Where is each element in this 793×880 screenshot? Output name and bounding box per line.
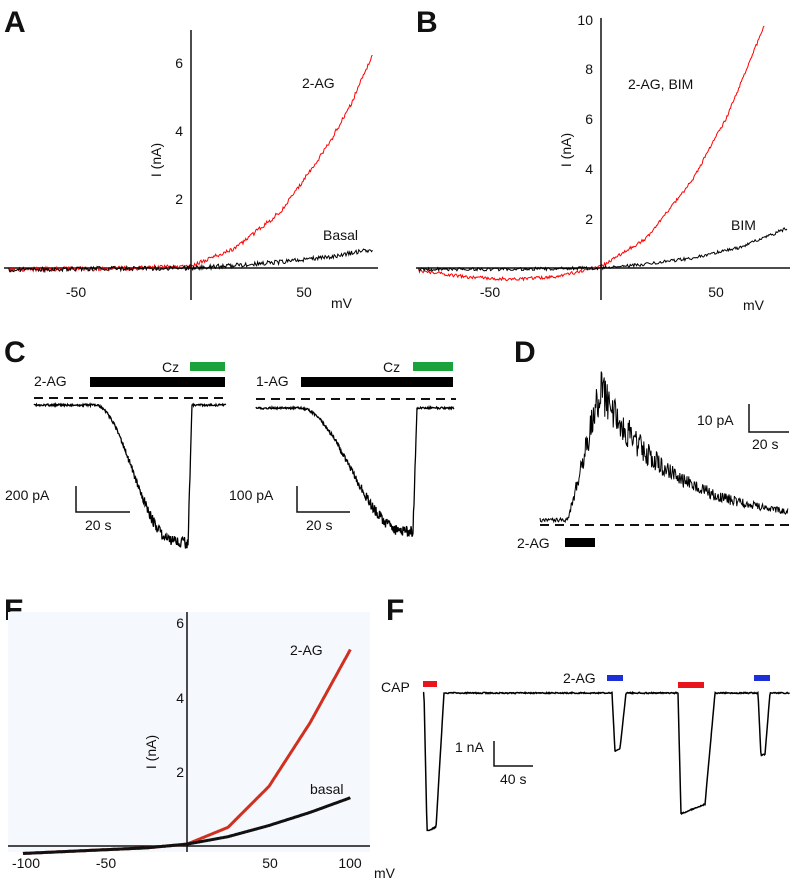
panel-f-cap-label: CAP [381,679,410,695]
panel-f-trace [422,690,790,832]
panel-f-application-bar [607,675,623,681]
panel-a-ytick-label: 4 [175,123,183,139]
panel-d-trace [539,371,789,524]
panel-letter-c: C [4,336,26,369]
panel-b-ytick-label: 6 [585,111,593,127]
panel-letter-f: F [386,594,404,627]
panel-e-series-label-basal: basal [310,781,343,797]
panel-c-cz-label: Cz [383,359,400,375]
panel-b-ytick-label: 4 [585,161,593,177]
panel-f-scale-y: 1 nA [455,739,484,755]
panel-d-scale-y: 10 pA [697,412,734,428]
panel-b-ytick-label: 2 [585,211,593,227]
panel-a-xtick-label: -50 [66,284,86,300]
panel-b-y-label: I (nA) [558,133,574,167]
panel-e-x-label: mV [374,865,396,880]
panel-f-current-trace: CAP 2-AG 1 nA 40 s [381,670,790,832]
panel-d-scale-x: 20 s [752,436,778,452]
panel-e-xtick-label: -50 [96,855,116,871]
panel-b-ytick-label: 8 [585,61,593,77]
panel-d-drug-bar [565,538,595,547]
panel-c-scale-bar [296,486,350,513]
panel-f-application-bar [678,682,704,688]
panel-b-series-label-2ag-bim: 2-AG, BIM [628,76,693,92]
panel-letter-a: A [4,6,26,39]
panel-b-xtick-label: -50 [480,284,500,300]
panel-c-current-traces: 2-AG Cz 1-AG Cz 200 pA 20 s 100 pA 20 s [5,359,456,549]
panel-e-ytick-label: 4 [176,690,184,706]
panel-b-iv-plot: -50 50 2 4 6 8 10 mV I (nA) 2-AG, BIM BI… [416,12,790,313]
panel-e-ytick-label: 2 [176,764,184,780]
panel-c-scale-x: 20 s [85,517,111,533]
panel-c-scale-x: 20 s [306,517,332,533]
panel-a-series-label-2ag: 2-AG [302,75,335,91]
panel-d-current-trace: 2-AG 10 pA 20 s [517,371,790,551]
panel-c-scale-y: 100 pA [229,487,274,503]
panel-b-series-2-ag-bim [418,25,765,282]
panel-f-scale-bar [493,741,533,767]
panel-a-x-label: mV [331,295,353,311]
panel-f-2ag-label: 2-AG [563,670,596,686]
panel-c-scale-bar [75,486,130,513]
panel-b-x-label: mV [743,297,765,313]
panel-c-scale-y: 200 pA [5,487,50,503]
panel-e-series-label-2ag: 2-AG [290,642,323,658]
panel-letter-d: D [514,336,536,369]
panel-f-scale-x: 40 s [500,771,526,787]
panel-c-cz-bar [190,362,225,371]
panel-b-ytick-label: 10 [577,12,593,28]
panel-b-series-bim [418,227,788,272]
panel-a-iv-plot: -50 50 2 4 6 mV I (nA) 2-AG Basal [4,30,378,311]
panel-c-drug-bar [90,377,225,387]
panel-a-series-label-basal: Basal [323,227,358,243]
panel-b-series-label-bim: BIM [731,217,756,233]
panel-e-y-label: I (nA) [143,735,159,769]
panel-f-application-bar [754,675,770,681]
panel-e-xtick-label: 100 [338,855,362,871]
panel-c-drug-bar [301,377,453,387]
panel-a-ytick-label: 6 [175,55,183,71]
panel-d-drug-label: 2-AG [517,535,550,551]
panel-d-scale-bar [748,404,789,433]
panel-c-cz-label: Cz [162,359,179,375]
panel-e-iv-plot: -100 -50 50 100 2 4 6 mV I (nA) 2-AG bas… [8,612,396,880]
panel-f-application-bar [423,681,437,687]
panel-b-xtick-label: 50 [708,284,724,300]
panel-c-trace-1ag [255,404,455,537]
panel-e-xtick-label: -100 [12,855,40,871]
panel-a-xtick-label: 50 [296,284,312,300]
panel-c-trace-2ag [33,401,227,549]
panel-c-cz-bar [413,362,453,371]
panel-c-drug-label: 2-AG [34,373,67,389]
panel-c-drug-label: 1-AG [256,373,289,389]
panel-a-ytick-label: 2 [175,191,183,207]
panel-letter-b: B [416,6,438,39]
panel-e-xtick-label: 50 [262,855,278,871]
panel-e-ytick-label: 6 [176,615,184,631]
panel-a-y-label: I (nA) [148,143,164,177]
